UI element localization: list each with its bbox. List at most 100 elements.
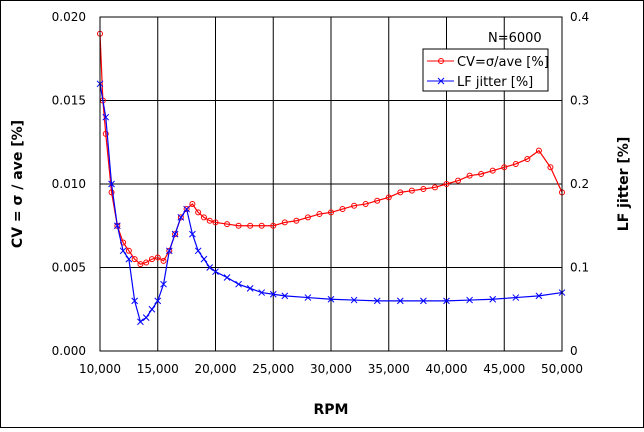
jitter-point	[489, 295, 497, 303]
cv-point	[293, 217, 300, 224]
cv-point	[431, 184, 438, 191]
jitter-point	[165, 247, 173, 255]
jitter-point	[212, 268, 219, 276]
sample-count-annotation: N=6000	[488, 31, 542, 46]
x-tick-label: 50,000	[541, 362, 583, 376]
cv-point	[385, 194, 392, 201]
cv-point	[362, 201, 369, 208]
cv-point	[247, 222, 254, 229]
x-tick-label: 10,000	[79, 362, 121, 376]
cv-point	[328, 209, 334, 216]
y-right-tick-label: 0.3	[570, 94, 589, 108]
cv-point	[131, 256, 138, 263]
plot-area	[99, 16, 563, 352]
cv-point	[351, 202, 358, 209]
jitter-point	[350, 296, 358, 304]
jitter-point	[466, 296, 473, 304]
cv-point	[489, 167, 496, 174]
cv-point	[160, 257, 167, 264]
jitter-point	[396, 297, 404, 305]
cv-point	[137, 261, 144, 268]
jitter-point	[113, 222, 121, 230]
cv-point	[125, 247, 132, 254]
x-tick-label: 25,000	[252, 362, 294, 376]
y-axis-left-label: CV = σ / ave [%]	[10, 120, 26, 248]
cv-point	[316, 211, 323, 218]
x-tick-label: 30,000	[310, 362, 352, 376]
cv-point	[339, 206, 346, 213]
x-tick-label: 40,000	[426, 362, 468, 376]
legend-jitter-marker	[437, 77, 445, 85]
jitter-point	[131, 297, 139, 305]
jitter-point	[154, 297, 162, 305]
cv-point	[177, 214, 184, 221]
x-tick-label: 45,000	[483, 362, 525, 376]
jitter-point	[125, 255, 133, 263]
y-right-tick-label: 0.4	[570, 10, 589, 24]
cv-point	[212, 219, 219, 226]
y-left-tick-label: 0.020	[52, 10, 86, 24]
legend-cv-marker	[438, 58, 444, 64]
cv-point	[304, 214, 311, 221]
series-line-0	[99, 33, 563, 265]
jitter-point	[206, 264, 214, 271]
y-left-tick-label: 0.000	[52, 344, 86, 358]
jitter-point	[108, 180, 115, 188]
y-left-tick-label: 0.010	[52, 177, 86, 191]
y-left-tick-label: 0.005	[52, 261, 86, 275]
jitter-point	[194, 247, 202, 255]
cv-point	[102, 130, 109, 137]
cv-point	[512, 160, 519, 167]
cv-point	[172, 231, 179, 238]
legend-jitter-label: LF jitter [%]	[457, 75, 533, 90]
jitter-point	[235, 280, 242, 288]
jitter-point	[373, 297, 381, 305]
cv-point	[443, 181, 450, 187]
jitter-point	[171, 230, 179, 238]
jitter-point	[246, 285, 254, 292]
jitter-point	[327, 295, 335, 303]
x-tick-label: 15,000	[137, 362, 179, 376]
jitter-point	[281, 292, 289, 300]
cv-point	[143, 259, 150, 266]
cv-point	[200, 214, 207, 221]
cv-point	[547, 164, 554, 171]
cv-point	[148, 256, 155, 263]
x-axis-label: RPM	[314, 402, 349, 418]
cv-point	[206, 217, 213, 224]
jitter-point	[443, 297, 450, 305]
legend: CV=σ/ave [%] LF jitter [%]	[422, 48, 549, 92]
cv-point	[420, 186, 427, 193]
legend-cv-label: CV=σ/ave [%]	[457, 55, 549, 70]
x-tick-label: 20,000	[195, 362, 237, 376]
cv-point	[108, 189, 115, 196]
cv-point	[535, 147, 542, 154]
cv-point	[455, 177, 462, 184]
jitter-point	[160, 280, 167, 288]
y-right-tick-label: 0.2	[570, 177, 589, 191]
y-axis-right-label: LF jitter [%]	[616, 137, 632, 231]
jitter-point	[102, 113, 110, 121]
cv-point	[397, 189, 404, 196]
jitter-point	[304, 294, 312, 301]
y-right-tick-label: 0	[570, 344, 578, 358]
y-left-tick-label: 0.015	[52, 94, 86, 108]
cv-point	[195, 209, 202, 216]
jitter-point	[177, 214, 185, 221]
jitter-point	[137, 318, 144, 326]
cv-point	[501, 164, 508, 171]
jitter-point	[183, 205, 190, 213]
jitter-point	[269, 290, 277, 298]
jitter-point	[535, 292, 543, 300]
jitter-point	[142, 314, 150, 321]
cv-point	[189, 201, 196, 208]
cv-point	[235, 222, 242, 229]
jitter-point	[258, 289, 266, 296]
cv-point	[524, 155, 531, 162]
cv-point	[270, 222, 277, 229]
jitter-point	[223, 274, 231, 281]
cv-point	[408, 187, 415, 194]
jitter-point	[119, 247, 127, 255]
